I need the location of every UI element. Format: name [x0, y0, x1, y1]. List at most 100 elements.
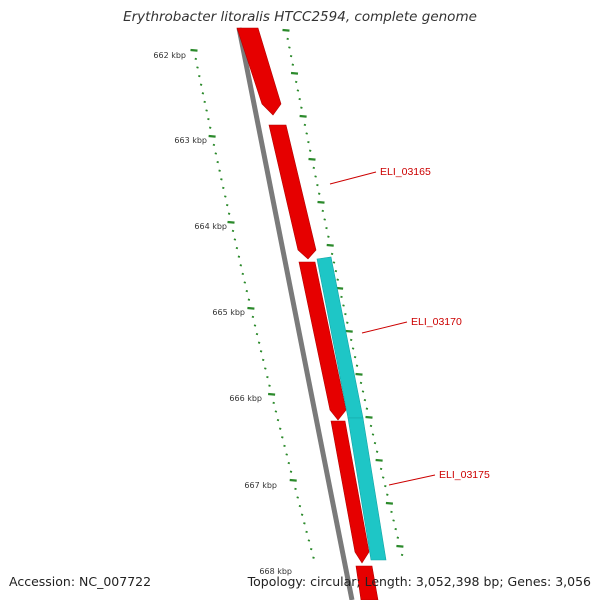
minor-tick [208, 126, 212, 129]
minor-tick [239, 264, 243, 267]
gene-feature[interactable] [236, 27, 282, 116]
minor-tick [272, 401, 275, 405]
minor-tick [233, 238, 237, 241]
map-title: Erythrobacter litoralis HTCC2594, comple… [123, 9, 477, 25]
minor-tick [349, 338, 353, 342]
major-tick [365, 415, 373, 419]
minor-tick [371, 433, 375, 436]
gene-feature[interactable] [298, 261, 347, 421]
minor-tick [361, 390, 365, 393]
minor-tick [207, 117, 210, 121]
minor-tick [281, 436, 284, 439]
minor-tick [308, 149, 312, 152]
minor-tick [212, 143, 216, 147]
minor-tick [255, 332, 259, 336]
minor-tick [375, 450, 379, 453]
gene-feature[interactable] [355, 565, 379, 600]
minor-tick [199, 83, 203, 86]
minor-tick [286, 37, 289, 41]
minor-tick [373, 441, 377, 445]
minor-tick [342, 304, 345, 307]
minor-tick [316, 183, 319, 187]
major-tick [317, 200, 325, 204]
minor-tick [325, 226, 328, 230]
major-tick [247, 306, 255, 310]
minor-tick [227, 212, 231, 215]
minor-tick [253, 324, 257, 327]
minor-tick [257, 341, 261, 344]
minor-tick [274, 410, 278, 413]
minor-tick [291, 63, 295, 66]
minor-tick [205, 109, 208, 112]
minor-tick [327, 235, 330, 238]
minor-tick [346, 321, 349, 324]
tick-label: 663 kbp [174, 136, 207, 145]
minor-tick [359, 381, 363, 385]
gene-feature[interactable] [347, 417, 387, 561]
minor-tick [222, 186, 225, 190]
tick-label: 665 kbp [212, 308, 245, 317]
major-tick [289, 478, 297, 482]
major-tick [190, 48, 198, 52]
major-tick [208, 134, 216, 138]
major-tick [326, 243, 334, 247]
minor-tick [363, 398, 367, 402]
major-tick [282, 28, 290, 32]
gene-label[interactable]: ELI_03175 [439, 469, 490, 481]
minor-tick [298, 97, 301, 101]
gene-feature[interactable] [330, 420, 370, 564]
major-tick [385, 501, 393, 505]
tick-labels: 662 kbp 663 kbp 664 kbp 665 kbp 666 kbp … [153, 51, 292, 576]
minor-tick [289, 54, 293, 58]
minor-tick [220, 178, 223, 181]
minor-tick [203, 100, 206, 104]
tick-label: 662 kbp [153, 51, 186, 60]
minor-tick [216, 160, 219, 164]
tick-label: 664 kbp [194, 222, 227, 231]
minor-tick [194, 57, 198, 61]
minor-tick [296, 89, 300, 92]
minor-tick [330, 252, 334, 256]
minor-tick [379, 467, 383, 471]
minor-tick [369, 424, 373, 428]
major-tick [355, 372, 363, 376]
minor-tick [336, 278, 339, 281]
minor-tick [261, 358, 265, 362]
minor-tick [312, 166, 316, 170]
minor-tick [288, 46, 291, 49]
outer-tick-ring [282, 28, 404, 557]
minor-tick [289, 470, 293, 473]
minor-tick [400, 553, 404, 557]
minor-tick [303, 123, 307, 127]
minor-tick [344, 312, 347, 316]
minor-tick [384, 484, 387, 488]
minor-tick [353, 355, 357, 359]
minor-tick [198, 74, 201, 78]
gene-feature[interactable] [268, 124, 317, 260]
gene-label[interactable]: ELI_03170 [411, 316, 462, 328]
minor-tick [285, 453, 288, 456]
minor-tick [340, 295, 343, 299]
minor-tick [218, 169, 221, 172]
gene-label[interactable]: ELI_03165 [380, 166, 431, 178]
minor-tick [396, 536, 400, 539]
minor-tick [300, 106, 303, 109]
minor-tick [278, 427, 282, 430]
minor-tick [276, 418, 280, 422]
minor-tick [259, 350, 263, 353]
minor-tick [296, 496, 299, 499]
tick-label: 668 kbp [259, 567, 292, 576]
minor-tick [309, 547, 313, 551]
minor-tick [386, 493, 389, 496]
minor-tick [214, 152, 218, 155]
tick-label: 667 kbp [244, 481, 277, 490]
minor-tick [305, 530, 308, 534]
minor-tick [245, 289, 249, 293]
minor-tick [283, 444, 286, 448]
minor-tick [323, 218, 326, 221]
minor-tick [332, 261, 336, 264]
reverse-gene-track [316, 256, 387, 561]
minor-tick [268, 384, 271, 387]
minor-tick [365, 407, 369, 410]
